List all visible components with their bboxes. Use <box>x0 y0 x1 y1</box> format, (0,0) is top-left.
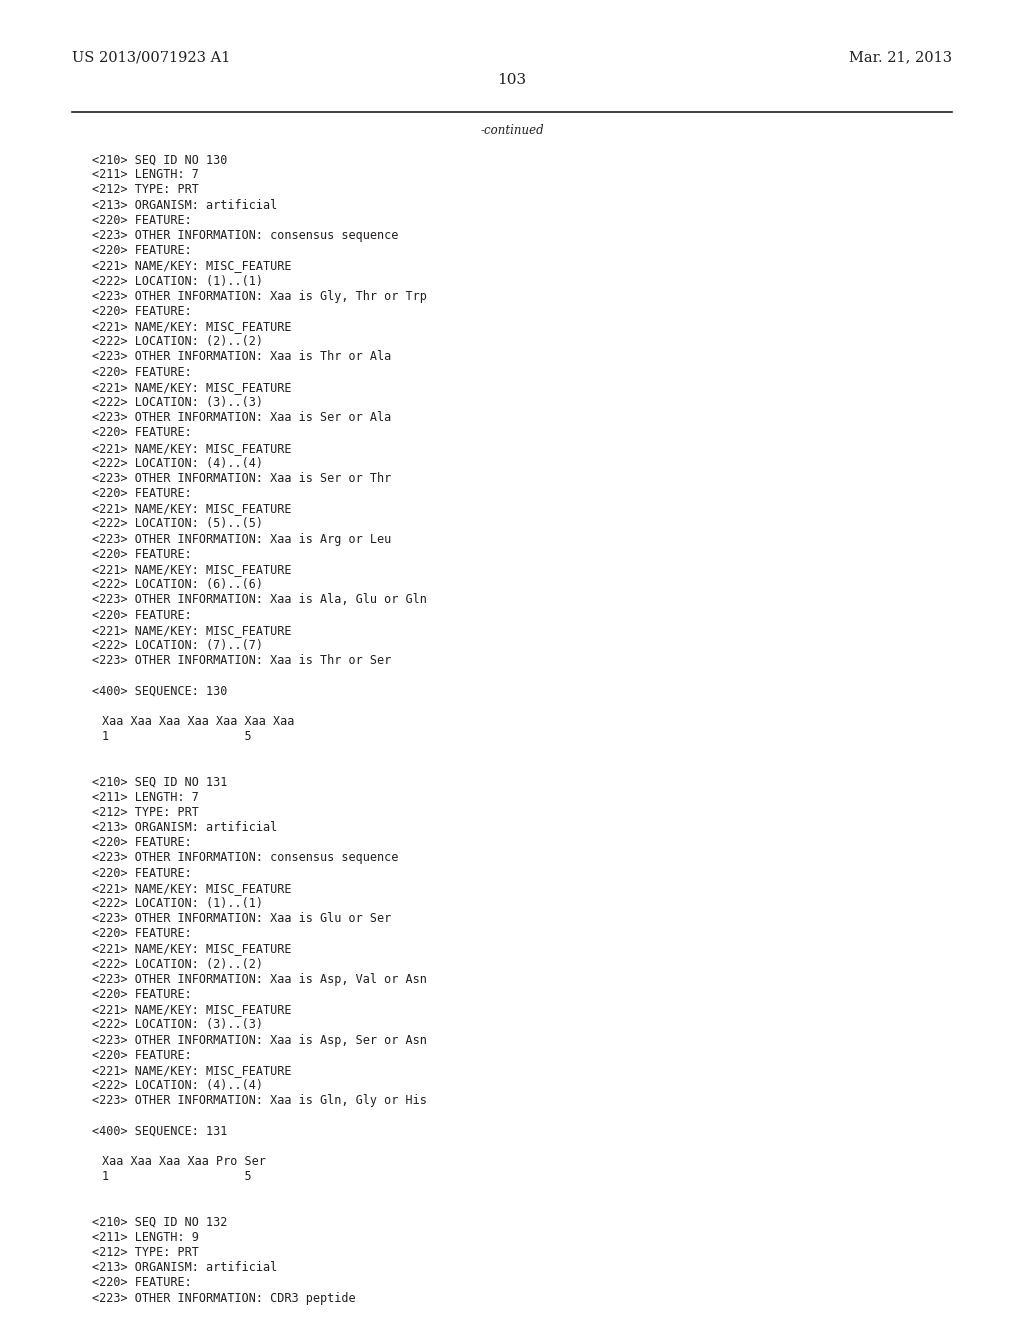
Text: <220> FEATURE:: <220> FEATURE: <box>92 366 191 379</box>
Text: <220> FEATURE:: <220> FEATURE: <box>92 987 191 1001</box>
Text: <220> FEATURE:: <220> FEATURE: <box>92 1276 191 1290</box>
Text: <223> OTHER INFORMATION: Xaa is Arg or Leu: <223> OTHER INFORMATION: Xaa is Arg or L… <box>92 532 391 545</box>
Text: <211> LENGTH: 7: <211> LENGTH: 7 <box>92 168 199 181</box>
Text: <220> FEATURE:: <220> FEATURE: <box>92 214 191 227</box>
Text: <220> FEATURE:: <220> FEATURE: <box>92 927 191 940</box>
Text: <221> NAME/KEY: MISC_FEATURE: <221> NAME/KEY: MISC_FEATURE <box>92 503 292 515</box>
Text: <223> OTHER INFORMATION: Xaa is Thr or Ala: <223> OTHER INFORMATION: Xaa is Thr or A… <box>92 350 391 363</box>
Text: <220> FEATURE:: <220> FEATURE: <box>92 1048 191 1061</box>
Text: <213> ORGANISM: artificial: <213> ORGANISM: artificial <box>92 198 278 211</box>
Text: <222> LOCATION: (3)..(3): <222> LOCATION: (3)..(3) <box>92 396 263 409</box>
Text: <212> TYPE: PRT: <212> TYPE: PRT <box>92 805 199 818</box>
Text: <220> FEATURE:: <220> FEATURE: <box>92 305 191 318</box>
Text: Xaa Xaa Xaa Xaa Xaa Xaa Xaa: Xaa Xaa Xaa Xaa Xaa Xaa Xaa <box>102 715 295 727</box>
Text: <220> FEATURE:: <220> FEATURE: <box>92 487 191 500</box>
Text: <220> FEATURE:: <220> FEATURE: <box>92 548 191 561</box>
Text: <400> SEQUENCE: 131: <400> SEQUENCE: 131 <box>92 1125 227 1138</box>
Text: <222> LOCATION: (1)..(1): <222> LOCATION: (1)..(1) <box>92 275 263 288</box>
Text: <220> FEATURE:: <220> FEATURE: <box>92 837 191 849</box>
Text: <222> LOCATION: (6)..(6): <222> LOCATION: (6)..(6) <box>92 578 263 591</box>
Text: <223> OTHER INFORMATION: Xaa is Ala, Glu or Gln: <223> OTHER INFORMATION: Xaa is Ala, Glu… <box>92 594 427 606</box>
Text: <221> NAME/KEY: MISC_FEATURE: <221> NAME/KEY: MISC_FEATURE <box>92 562 292 576</box>
Text: 103: 103 <box>498 73 526 87</box>
Text: <400> SEQUENCE: 130: <400> SEQUENCE: 130 <box>92 684 227 697</box>
Text: <222> LOCATION: (3)..(3): <222> LOCATION: (3)..(3) <box>92 1019 263 1031</box>
Text: <212> TYPE: PRT: <212> TYPE: PRT <box>92 1246 199 1259</box>
Text: <223> OTHER INFORMATION: Xaa is Gln, Gly or His: <223> OTHER INFORMATION: Xaa is Gln, Gly… <box>92 1094 427 1107</box>
Text: <221> NAME/KEY: MISC_FEATURE: <221> NAME/KEY: MISC_FEATURE <box>92 319 292 333</box>
Text: <221> NAME/KEY: MISC_FEATURE: <221> NAME/KEY: MISC_FEATURE <box>92 260 292 272</box>
Text: -continued: -continued <box>480 124 544 137</box>
Text: <221> NAME/KEY: MISC_FEATURE: <221> NAME/KEY: MISC_FEATURE <box>92 623 292 636</box>
Text: <211> LENGTH: 9: <211> LENGTH: 9 <box>92 1230 199 1243</box>
Text: <223> OTHER INFORMATION: Xaa is Ser or Thr: <223> OTHER INFORMATION: Xaa is Ser or T… <box>92 471 391 484</box>
Text: <213> ORGANISM: artificial: <213> ORGANISM: artificial <box>92 821 278 834</box>
Text: <223> OTHER INFORMATION: Xaa is Ser or Ala: <223> OTHER INFORMATION: Xaa is Ser or A… <box>92 412 391 424</box>
Text: <221> NAME/KEY: MISC_FEATURE: <221> NAME/KEY: MISC_FEATURE <box>92 1003 292 1016</box>
Text: US 2013/0071923 A1: US 2013/0071923 A1 <box>72 50 230 65</box>
Text: <223> OTHER INFORMATION: Xaa is Gly, Thr or Trp: <223> OTHER INFORMATION: Xaa is Gly, Thr… <box>92 290 427 302</box>
Text: <222> LOCATION: (4)..(4): <222> LOCATION: (4)..(4) <box>92 1080 263 1092</box>
Text: <222> LOCATION: (4)..(4): <222> LOCATION: (4)..(4) <box>92 457 263 470</box>
Text: <222> LOCATION: (2)..(2): <222> LOCATION: (2)..(2) <box>92 335 263 348</box>
Text: <212> TYPE: PRT: <212> TYPE: PRT <box>92 183 199 197</box>
Text: 1                   5: 1 5 <box>102 1170 252 1183</box>
Text: <222> LOCATION: (5)..(5): <222> LOCATION: (5)..(5) <box>92 517 263 531</box>
Text: <221> NAME/KEY: MISC_FEATURE: <221> NAME/KEY: MISC_FEATURE <box>92 380 292 393</box>
Text: <222> LOCATION: (2)..(2): <222> LOCATION: (2)..(2) <box>92 958 263 970</box>
Text: <210> SEQ ID NO 130: <210> SEQ ID NO 130 <box>92 153 227 166</box>
Text: <221> NAME/KEY: MISC_FEATURE: <221> NAME/KEY: MISC_FEATURE <box>92 1064 292 1077</box>
Text: <222> LOCATION: (1)..(1): <222> LOCATION: (1)..(1) <box>92 898 263 909</box>
Text: 1                   5: 1 5 <box>102 730 252 743</box>
Text: <223> OTHER INFORMATION: CDR3 peptide: <223> OTHER INFORMATION: CDR3 peptide <box>92 1291 355 1304</box>
Text: Xaa Xaa Xaa Xaa Pro Ser: Xaa Xaa Xaa Xaa Pro Ser <box>102 1155 266 1168</box>
Text: <213> ORGANISM: artificial: <213> ORGANISM: artificial <box>92 1262 278 1274</box>
Text: <211> LENGTH: 7: <211> LENGTH: 7 <box>92 791 199 804</box>
Text: <221> NAME/KEY: MISC_FEATURE: <221> NAME/KEY: MISC_FEATURE <box>92 441 292 454</box>
Text: <222> LOCATION: (7)..(7): <222> LOCATION: (7)..(7) <box>92 639 263 652</box>
Text: <210> SEQ ID NO 132: <210> SEQ ID NO 132 <box>92 1216 227 1229</box>
Text: <220> FEATURE:: <220> FEATURE: <box>92 426 191 440</box>
Text: <210> SEQ ID NO 131: <210> SEQ ID NO 131 <box>92 776 227 788</box>
Text: <220> FEATURE:: <220> FEATURE: <box>92 609 191 622</box>
Text: <221> NAME/KEY: MISC_FEATURE: <221> NAME/KEY: MISC_FEATURE <box>92 882 292 895</box>
Text: Mar. 21, 2013: Mar. 21, 2013 <box>849 50 952 65</box>
Text: <223> OTHER INFORMATION: consensus sequence: <223> OTHER INFORMATION: consensus seque… <box>92 851 398 865</box>
Text: <223> OTHER INFORMATION: Xaa is Thr or Ser: <223> OTHER INFORMATION: Xaa is Thr or S… <box>92 655 391 667</box>
Text: <220> FEATURE:: <220> FEATURE: <box>92 244 191 257</box>
Text: <221> NAME/KEY: MISC_FEATURE: <221> NAME/KEY: MISC_FEATURE <box>92 942 292 956</box>
Text: <223> OTHER INFORMATION: consensus sequence: <223> OTHER INFORMATION: consensus seque… <box>92 230 398 242</box>
Text: <220> FEATURE:: <220> FEATURE: <box>92 866 191 879</box>
Text: <223> OTHER INFORMATION: Xaa is Glu or Ser: <223> OTHER INFORMATION: Xaa is Glu or S… <box>92 912 391 925</box>
Text: <223> OTHER INFORMATION: Xaa is Asp, Ser or Asn: <223> OTHER INFORMATION: Xaa is Asp, Ser… <box>92 1034 427 1047</box>
Text: <223> OTHER INFORMATION: Xaa is Asp, Val or Asn: <223> OTHER INFORMATION: Xaa is Asp, Val… <box>92 973 427 986</box>
